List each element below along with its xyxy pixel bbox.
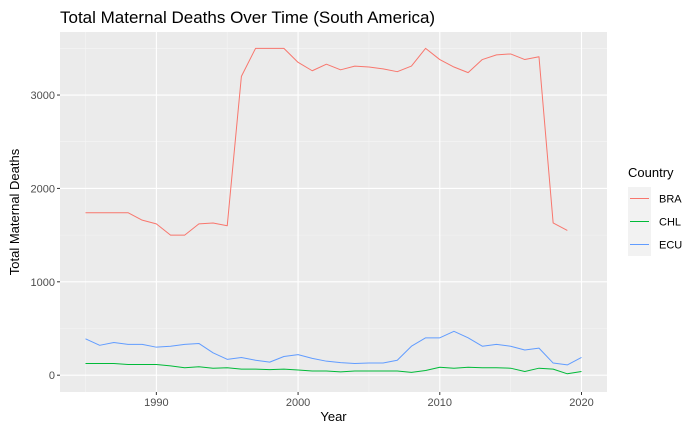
x-tick-label: 2000 — [286, 397, 310, 409]
legend-label-ecu: ECU — [659, 240, 682, 252]
series-lines — [85, 47, 582, 375]
y-axis-ticks: 0 1000 2000 3000 — [31, 90, 60, 382]
series-line-bra — [85, 47, 568, 236]
y-axis-title: Total Maternal Deaths — [7, 148, 22, 275]
y-tick-label: 1000 — [31, 277, 55, 289]
legend: Country BRA CHL ECU — [628, 165, 682, 256]
series-line-ecu — [85, 330, 582, 366]
major-gridlines — [60, 32, 607, 392]
y-tick-label: 2000 — [31, 183, 55, 195]
series-line-chl — [85, 363, 582, 375]
plot-panel — [60, 32, 607, 392]
x-tick-label: 2020 — [569, 397, 593, 409]
y-tick-label: 0 — [49, 370, 55, 382]
x-tick-label: 2010 — [428, 397, 452, 409]
chart-title: Total Maternal Deaths Over Time (South A… — [60, 8, 435, 27]
legend-label-bra: BRA — [659, 194, 682, 206]
x-axis-title: Year — [320, 409, 347, 424]
y-tick-label: 3000 — [31, 90, 55, 102]
legend-label-chl: CHL — [659, 217, 681, 229]
legend-title: Country — [628, 165, 674, 180]
minor-gridlines — [60, 32, 607, 392]
x-axis-ticks: 1990 2000 2010 2020 — [144, 392, 594, 409]
x-tick-label: 1990 — [144, 397, 168, 409]
